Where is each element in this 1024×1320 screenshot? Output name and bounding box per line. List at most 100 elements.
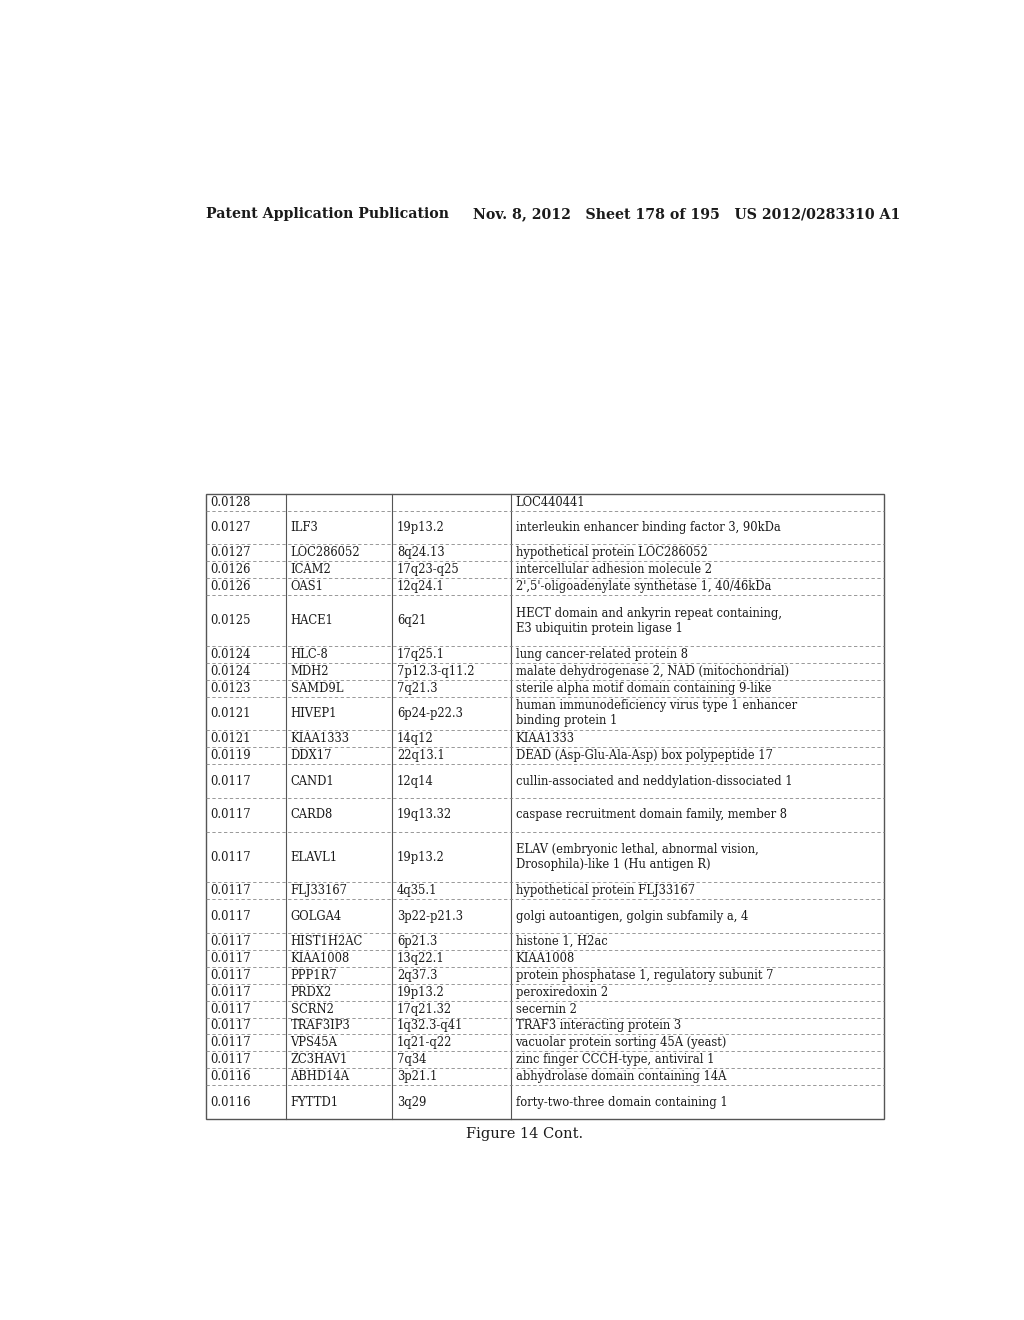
Text: TRAF3IP3: TRAF3IP3 (291, 1019, 350, 1032)
Text: abhydrolase domain containing 14A: abhydrolase domain containing 14A (515, 1071, 726, 1084)
Text: ILF3: ILF3 (291, 521, 318, 535)
Text: 0.0127: 0.0127 (211, 546, 251, 560)
Text: 12q24.1: 12q24.1 (397, 581, 444, 593)
Text: 0.0128: 0.0128 (211, 496, 251, 508)
Text: peroxiredoxin 2: peroxiredoxin 2 (515, 986, 607, 999)
Text: CAND1: CAND1 (291, 775, 334, 788)
Text: histone 1, H2ac: histone 1, H2ac (515, 935, 607, 948)
Text: lung cancer-related protein 8: lung cancer-related protein 8 (515, 648, 687, 661)
Text: 0.0117: 0.0117 (211, 1053, 251, 1067)
Text: 3p21.1: 3p21.1 (397, 1071, 437, 1084)
Text: HIVEP1: HIVEP1 (291, 708, 337, 719)
Text: hypothetical protein LOC286052: hypothetical protein LOC286052 (515, 546, 708, 560)
Text: VPS45A: VPS45A (291, 1036, 337, 1049)
Text: FYTTD1: FYTTD1 (291, 1096, 339, 1109)
Text: 0.0117: 0.0117 (211, 952, 251, 965)
Text: OAS1: OAS1 (291, 581, 324, 593)
Text: 0.0116: 0.0116 (211, 1071, 251, 1084)
Text: 19p13.2: 19p13.2 (397, 850, 444, 863)
Text: interleukin enhancer binding factor 3, 90kDa: interleukin enhancer binding factor 3, 9… (515, 521, 780, 535)
Text: ZC3HAV1: ZC3HAV1 (291, 1053, 348, 1067)
Text: 13q22.1: 13q22.1 (397, 952, 444, 965)
Text: SCRN2: SCRN2 (291, 1003, 334, 1015)
Text: LOC286052: LOC286052 (291, 546, 360, 560)
Text: hypothetical protein FLJ33167: hypothetical protein FLJ33167 (515, 884, 694, 898)
Text: DDX17: DDX17 (291, 750, 332, 762)
Text: 0.0117: 0.0117 (211, 969, 251, 982)
Text: 0.0117: 0.0117 (211, 935, 251, 948)
Text: 19p13.2: 19p13.2 (397, 986, 444, 999)
Text: secernin 2: secernin 2 (515, 1003, 577, 1015)
Text: ELAVL1: ELAVL1 (291, 850, 338, 863)
Text: 0.0117: 0.0117 (211, 850, 251, 863)
Text: 0.0123: 0.0123 (211, 681, 251, 694)
Text: Patent Application Publication: Patent Application Publication (206, 207, 449, 222)
Text: ICAM2: ICAM2 (291, 564, 331, 577)
Text: FLJ33167: FLJ33167 (291, 884, 347, 898)
Text: malate dehydrogenase 2, NAD (mitochondrial): malate dehydrogenase 2, NAD (mitochondri… (515, 665, 788, 677)
Text: 0.0117: 0.0117 (211, 1036, 251, 1049)
Text: cullin-associated and neddylation-dissociated 1: cullin-associated and neddylation-dissoc… (515, 775, 793, 788)
Text: 0.0121: 0.0121 (211, 708, 251, 719)
Text: PPP1R7: PPP1R7 (291, 969, 337, 982)
Text: 0.0119: 0.0119 (211, 750, 251, 762)
Text: 6q21: 6q21 (397, 614, 426, 627)
Text: 1q32.3-q41: 1q32.3-q41 (397, 1019, 463, 1032)
Text: 0.0121: 0.0121 (211, 733, 251, 746)
Text: human immunodeficiency virus type 1 enhancer
binding protein 1: human immunodeficiency virus type 1 enha… (515, 700, 797, 727)
Text: TRAF3 interacting protein 3: TRAF3 interacting protein 3 (515, 1019, 681, 1032)
Text: 17q23-q25: 17q23-q25 (397, 564, 460, 577)
Text: PRDX2: PRDX2 (291, 986, 332, 999)
Text: 7q21.3: 7q21.3 (397, 681, 437, 694)
Text: 12q14: 12q14 (397, 775, 433, 788)
Text: 17q21.32: 17q21.32 (397, 1003, 452, 1015)
Text: SAMD9L: SAMD9L (291, 681, 343, 694)
Text: protein phosphatase 1, regulatory subunit 7: protein phosphatase 1, regulatory subuni… (515, 969, 773, 982)
Text: golgi autoantigen, golgin subfamily a, 4: golgi autoantigen, golgin subfamily a, 4 (515, 909, 748, 923)
Text: HACE1: HACE1 (291, 614, 334, 627)
Text: 0.0117: 0.0117 (211, 884, 251, 898)
Text: forty-two-three domain containing 1: forty-two-three domain containing 1 (515, 1096, 727, 1109)
Text: 0.0126: 0.0126 (211, 564, 251, 577)
Text: 0.0125: 0.0125 (211, 614, 251, 627)
Text: 0.0116: 0.0116 (211, 1096, 251, 1109)
Text: 7q34: 7q34 (397, 1053, 426, 1067)
Text: KIAA1333: KIAA1333 (515, 733, 574, 746)
Text: HIST1H2AC: HIST1H2AC (291, 935, 362, 948)
Text: 0.0127: 0.0127 (211, 521, 251, 535)
Text: DEAD (Asp-Glu-Ala-Asp) box polypeptide 17: DEAD (Asp-Glu-Ala-Asp) box polypeptide 1… (515, 750, 772, 762)
Text: KIAA1008: KIAA1008 (291, 952, 350, 965)
Text: 0.0124: 0.0124 (211, 665, 251, 677)
Text: KIAA1333: KIAA1333 (291, 733, 349, 746)
Text: 4q35.1: 4q35.1 (397, 884, 437, 898)
Text: 0.0117: 0.0117 (211, 1003, 251, 1015)
Text: 6p21.3: 6p21.3 (397, 935, 437, 948)
Text: ABHD14A: ABHD14A (291, 1071, 349, 1084)
Text: 6p24-p22.3: 6p24-p22.3 (397, 708, 463, 719)
Text: Figure 14 Cont.: Figure 14 Cont. (466, 1127, 584, 1142)
Text: 0.0117: 0.0117 (211, 1019, 251, 1032)
Text: zinc finger CCCH-type, antiviral 1: zinc finger CCCH-type, antiviral 1 (515, 1053, 714, 1067)
Text: 22q13.1: 22q13.1 (397, 750, 444, 762)
Text: HECT domain and ankyrin repeat containing,
E3 ubiquitin protein ligase 1: HECT domain and ankyrin repeat containin… (515, 606, 781, 635)
Text: 0.0117: 0.0117 (211, 909, 251, 923)
Text: Nov. 8, 2012   Sheet 178 of 195   US 2012/0283310 A1: Nov. 8, 2012 Sheet 178 of 195 US 2012/02… (473, 207, 900, 222)
Text: sterile alpha motif domain containing 9-like: sterile alpha motif domain containing 9-… (515, 681, 771, 694)
Text: 19p13.2: 19p13.2 (397, 521, 444, 535)
Text: HLC-8: HLC-8 (291, 648, 329, 661)
Text: 0.0126: 0.0126 (211, 581, 251, 593)
Text: 3p22-p21.3: 3p22-p21.3 (397, 909, 463, 923)
Text: MDH2: MDH2 (291, 665, 329, 677)
Text: GOLGA4: GOLGA4 (291, 909, 342, 923)
Text: 7p12.3-q11.2: 7p12.3-q11.2 (397, 665, 474, 677)
Text: 3q29: 3q29 (397, 1096, 426, 1109)
Text: 0.0117: 0.0117 (211, 808, 251, 821)
Text: 0.0124: 0.0124 (211, 648, 251, 661)
Text: 14q12: 14q12 (397, 733, 433, 746)
Text: LOC440441: LOC440441 (515, 496, 585, 508)
Text: intercellular adhesion molecule 2: intercellular adhesion molecule 2 (515, 564, 712, 577)
Text: 1q21-q22: 1q21-q22 (397, 1036, 453, 1049)
Text: 2q37.3: 2q37.3 (397, 969, 437, 982)
Text: 0.0117: 0.0117 (211, 775, 251, 788)
Bar (206, 494, 884, 1119)
